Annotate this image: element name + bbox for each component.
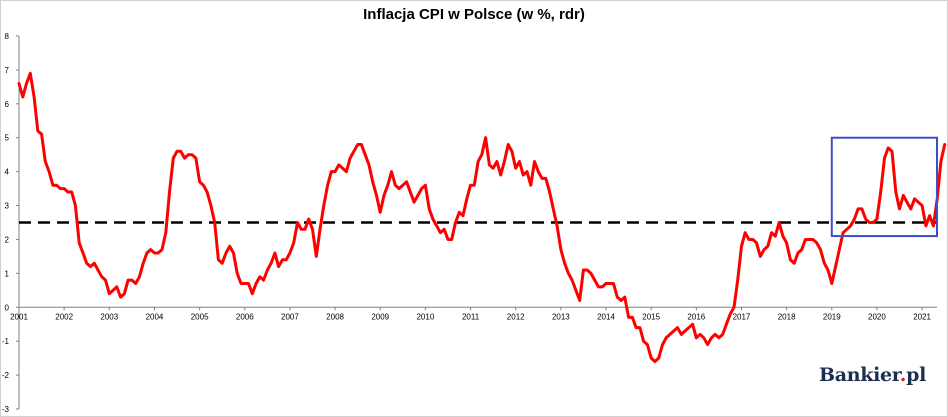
y-tick-label: 2 bbox=[5, 235, 10, 244]
x-tick-label: 2011 bbox=[462, 312, 480, 321]
bankier-logo: Bankier.pl bbox=[819, 364, 926, 386]
x-tick-label: 2013 bbox=[552, 312, 570, 321]
x-tick-label: 2016 bbox=[687, 312, 705, 321]
logo-name: Bankier bbox=[818, 364, 900, 386]
x-tick-label: 2014 bbox=[597, 312, 615, 321]
x-tick-label: 2001 bbox=[10, 312, 28, 321]
x-tick-label: 2012 bbox=[507, 312, 525, 321]
y-tick-label: 4 bbox=[5, 168, 10, 177]
y-tick-label: 0 bbox=[5, 303, 10, 312]
x-tick-label: 2019 bbox=[823, 312, 841, 321]
x-tick-label: 2009 bbox=[371, 312, 389, 321]
y-tick-label: 5 bbox=[5, 134, 10, 143]
x-tick-label: 2007 bbox=[281, 312, 299, 321]
y-tick-label: -3 bbox=[2, 405, 10, 414]
x-tick-label: 2020 bbox=[868, 312, 886, 321]
x-tick-label: 2010 bbox=[416, 312, 434, 321]
x-tick-label: 2006 bbox=[236, 312, 254, 321]
highlight-box bbox=[830, 136, 939, 238]
y-tick-label: -1 bbox=[2, 337, 10, 346]
x-tick-label: 2017 bbox=[733, 312, 751, 321]
y-tick-label: 6 bbox=[5, 100, 10, 109]
x-tick-label: 2002 bbox=[55, 312, 73, 321]
logo-tld: pl bbox=[906, 364, 926, 386]
x-tick-label: 2021 bbox=[913, 312, 931, 321]
x-tick-label: 2018 bbox=[778, 312, 796, 321]
x-tick-label: 2004 bbox=[146, 312, 164, 321]
x-tick-label: 2003 bbox=[100, 312, 118, 321]
chart-title: Inflacja CPI w Polsce (w %, rdr) bbox=[363, 6, 585, 23]
y-tick-label: -2 bbox=[2, 371, 10, 380]
logo-dot: . bbox=[899, 364, 907, 386]
x-tick-label: 2008 bbox=[326, 312, 344, 321]
x-tick-label: 2015 bbox=[642, 312, 660, 321]
y-tick-label: 3 bbox=[5, 202, 10, 211]
x-tick-label: 2005 bbox=[191, 312, 209, 321]
cpi-series-line bbox=[17, 71, 947, 363]
y-tick-label: 1 bbox=[5, 269, 10, 278]
y-tick-label: 7 bbox=[5, 66, 10, 75]
y-tick-label: 8 bbox=[5, 32, 10, 41]
